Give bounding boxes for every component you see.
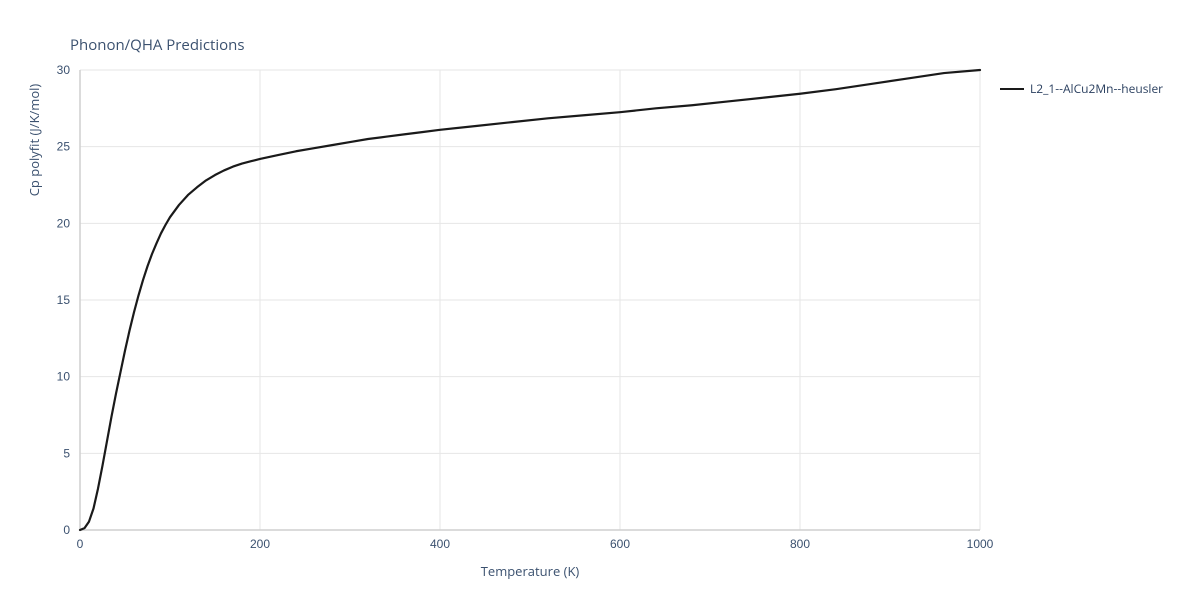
svg-text:5: 5 [63, 446, 70, 460]
chart-container: { "chart": { "type": "line", "title": "P… [0, 0, 1200, 600]
y-axis-label: Cp polyfit (J/K/mol) [25, 0, 43, 370]
legend-item[interactable]: L2_1--AlCu2Mn--heusler [1000, 80, 1163, 97]
chart-legend: L2_1--AlCu2Mn--heusler [1000, 80, 1163, 97]
svg-text:30: 30 [57, 63, 71, 77]
svg-text:0: 0 [63, 523, 70, 537]
legend-label: L2_1--AlCu2Mn--heusler [1030, 80, 1163, 97]
legend-swatch-icon [1000, 88, 1024, 90]
svg-text:25: 25 [57, 140, 71, 154]
svg-text:0: 0 [77, 537, 84, 551]
svg-text:1000: 1000 [967, 537, 994, 551]
x-axis-label: Temperature (K) [80, 562, 980, 580]
svg-text:20: 20 [57, 216, 71, 230]
svg-text:15: 15 [57, 293, 71, 307]
svg-text:200: 200 [250, 537, 270, 551]
svg-text:400: 400 [430, 537, 450, 551]
svg-text:10: 10 [57, 370, 71, 384]
svg-text:800: 800 [790, 537, 810, 551]
svg-text:600: 600 [610, 537, 630, 551]
